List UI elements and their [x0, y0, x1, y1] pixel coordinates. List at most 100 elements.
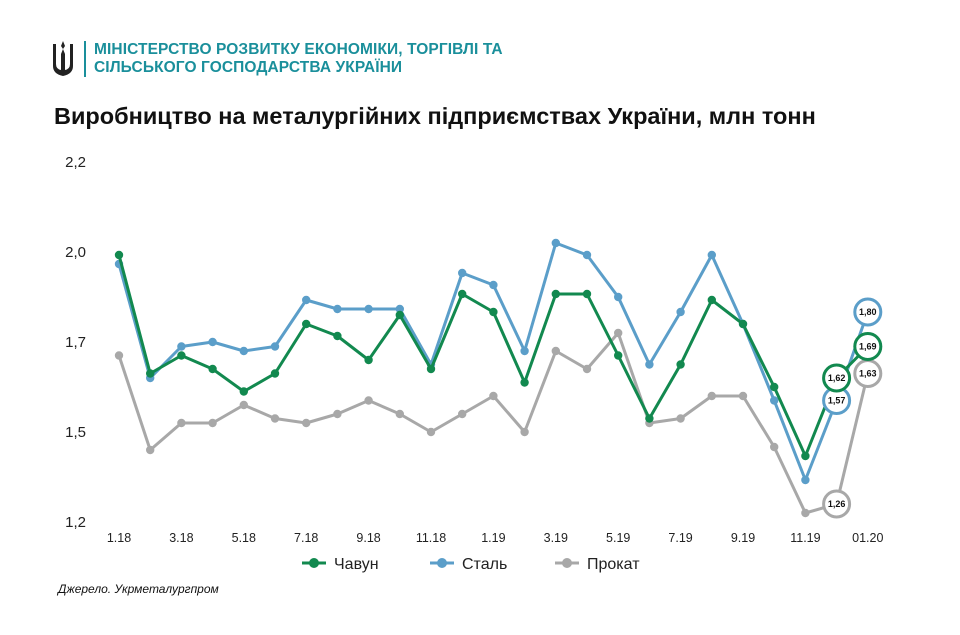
data-point — [177, 418, 186, 428]
data-point — [520, 378, 529, 387]
data-label: 1,80 — [859, 307, 877, 317]
legend-marker — [562, 558, 572, 568]
data-point — [364, 396, 373, 405]
data-point — [738, 319, 748, 329]
data-point — [520, 427, 529, 437]
data-point — [333, 331, 342, 341]
x-tick-label: 7.18 — [294, 531, 318, 545]
data-point — [239, 387, 248, 396]
series-line-1 — [117, 241, 870, 482]
data-point — [146, 445, 155, 455]
data-point — [801, 451, 810, 461]
data-point — [582, 250, 592, 260]
data-point — [551, 238, 560, 248]
series-line-2 — [117, 331, 870, 515]
legend-label: Чавун — [334, 556, 379, 573]
data-point — [645, 360, 654, 369]
data-point — [395, 409, 404, 419]
data-point — [302, 295, 311, 305]
x-tick-label: 3.19 — [544, 531, 568, 545]
chart-title: Виробництво на металургійних підприємств… — [54, 103, 816, 129]
data-point — [239, 400, 248, 410]
data-point — [676, 307, 685, 317]
data-point — [395, 310, 404, 320]
data-point — [770, 396, 779, 405]
data-label: 1,62 — [828, 373, 846, 383]
data-point — [489, 391, 498, 401]
x-tick-label: 01.20 — [852, 531, 883, 545]
data-point — [364, 355, 373, 365]
data-point — [551, 346, 560, 356]
data-point — [270, 414, 280, 423]
data-point — [614, 328, 623, 338]
data-point — [333, 304, 342, 314]
data-point — [801, 475, 810, 485]
data-point — [582, 289, 592, 299]
data-point — [302, 418, 311, 428]
data-point — [551, 289, 560, 299]
data-label: 1,69 — [859, 342, 877, 352]
x-tick-label: 11.19 — [790, 531, 820, 545]
data-point — [676, 360, 685, 369]
data-point — [770, 442, 779, 452]
x-tick-label: 1.19 — [481, 531, 505, 545]
data-point — [707, 295, 716, 305]
trident-icon — [53, 41, 73, 76]
data-point — [458, 289, 467, 299]
data-point — [458, 409, 467, 419]
data-label-marker — [853, 297, 883, 327]
ministry-name-line1: МІНІСТЕРСТВО РОЗВИТКУ ЕКОНОМІКИ, ТОРГІВЛ… — [94, 41, 503, 58]
data-point — [707, 250, 716, 260]
data-point — [489, 307, 498, 317]
legend-marker — [309, 558, 319, 568]
data-point — [333, 409, 342, 419]
y-tick-label: 2,2 — [65, 154, 86, 171]
data-point — [801, 508, 810, 518]
ministry-name: МІНІСТЕРСТВО РОЗВИТКУ ЕКОНОМІКИ, ТОРГІВЛ… — [94, 41, 503, 77]
data-point — [614, 292, 623, 302]
data-point — [239, 346, 248, 356]
data-point — [614, 351, 623, 360]
data-point — [146, 369, 155, 378]
data-point — [208, 364, 217, 374]
data-point — [177, 342, 186, 351]
data-point — [208, 337, 217, 347]
data-point — [270, 369, 280, 378]
data-point — [489, 280, 498, 290]
data-label: 1,57 — [828, 396, 846, 406]
data-point — [738, 391, 748, 401]
data-point — [645, 414, 654, 423]
data-label: 1,63 — [859, 369, 877, 379]
data-point — [177, 351, 186, 360]
x-tick-label: 5.18 — [232, 531, 256, 545]
data-point — [707, 391, 716, 401]
data-point — [458, 268, 467, 278]
data-label-marker — [822, 363, 852, 393]
data-point — [114, 250, 124, 260]
data-point — [270, 342, 280, 351]
y-tick-label: 1,5 — [65, 424, 86, 441]
data-label-marker — [822, 489, 852, 519]
data-label: 1,26 — [828, 499, 846, 509]
data-point — [208, 418, 217, 428]
x-tick-label: 11.18 — [416, 531, 446, 545]
data-point — [395, 304, 404, 314]
x-tick-label: 5.19 — [606, 531, 630, 545]
data-label-marker — [853, 332, 883, 361]
data-point — [676, 414, 685, 423]
data-point — [520, 346, 529, 356]
x-tick-label: 1.18 — [107, 531, 131, 545]
x-tick-label: 7.19 — [668, 531, 692, 545]
legend-label: Прокат — [587, 556, 640, 573]
data-point — [582, 364, 592, 374]
data-point — [426, 364, 436, 374]
ministry-name-line2: СІЛЬСЬКОГО ГОСПОДАРСТВА УКРАЇНИ — [94, 59, 403, 76]
data-point — [364, 304, 373, 314]
x-tick-label: 3.18 — [169, 531, 193, 545]
data-point — [114, 351, 124, 360]
x-tick-label: 9.19 — [731, 531, 755, 545]
legend-label: Сталь — [462, 556, 507, 573]
y-tick-label: 1,7 — [65, 334, 86, 351]
data-point — [426, 427, 436, 437]
